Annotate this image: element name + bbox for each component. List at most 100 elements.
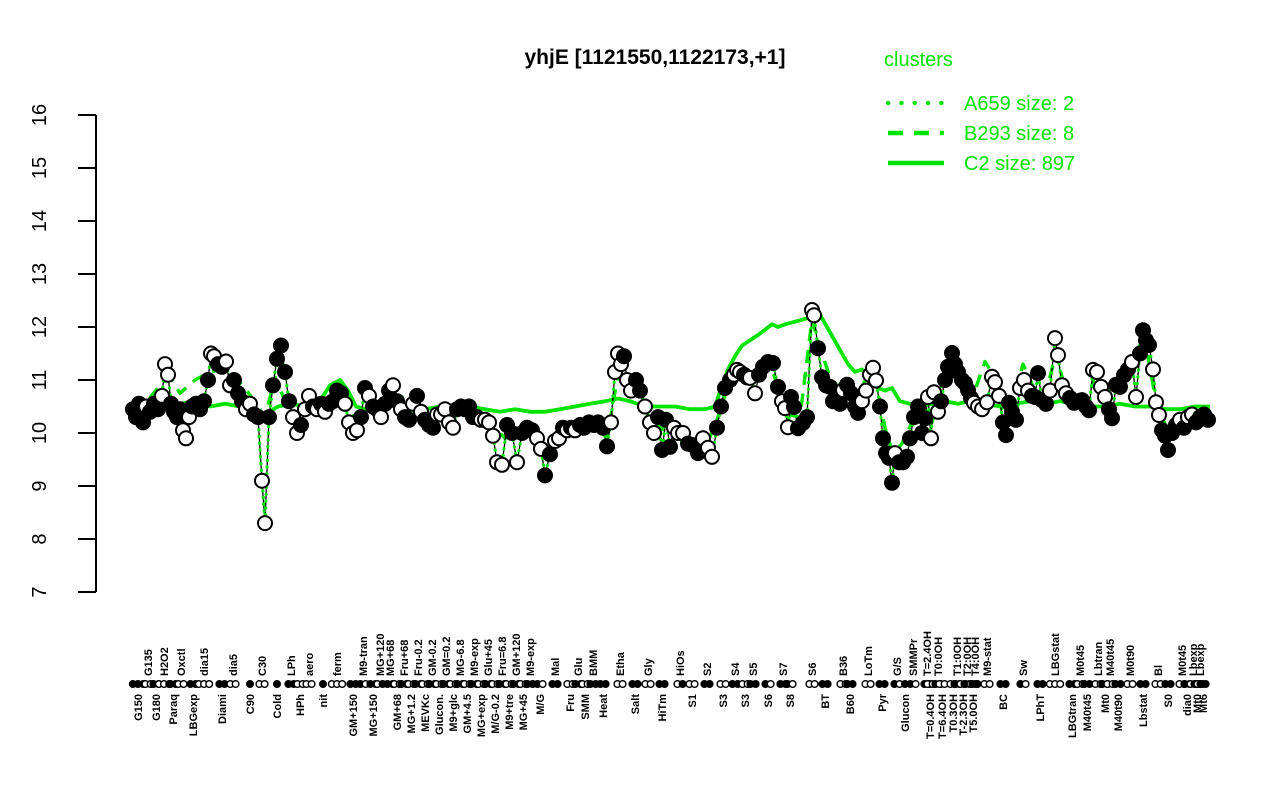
- condition-label: T-2.3OH: [958, 694, 970, 736]
- open-point-marker: [1145, 361, 1161, 378]
- condition-label: H2O2: [159, 647, 171, 676]
- x-axis-labels: G150 G135 G180 H2O2 Paraq Oxctl LBGexp dia15 Dia…: [133, 631, 1210, 739]
- replicate-dot: [690, 680, 699, 689]
- filled-point-marker: [770, 378, 786, 395]
- open-point-marker: [603, 414, 619, 431]
- replicate-dot: [721, 680, 730, 689]
- filled-point-marker: [1038, 395, 1054, 412]
- filled-point-marker: [832, 395, 848, 412]
- replicate-dot: [985, 680, 994, 689]
- open-point-marker: [160, 366, 176, 383]
- condition-label: LBGexp: [188, 694, 200, 736]
- condition-label: Gly: [643, 657, 655, 676]
- filled-point-marker: [196, 393, 212, 410]
- y-tick-label: 10: [29, 422, 51, 444]
- replicate-dot: [660, 680, 669, 689]
- y-tick-label: 9: [29, 480, 51, 491]
- condition-label: Pyr: [877, 693, 889, 711]
- condition-label: Salt: [630, 694, 642, 715]
- open-point-marker: [637, 398, 653, 415]
- condition-label: S4: [730, 662, 742, 676]
- replicate-dot: [911, 680, 920, 689]
- condition-label: Lbtran: [1093, 642, 1105, 677]
- condition-label: T=6.4OH: [937, 694, 949, 739]
- legend-entry-c2: C2 size: 897: [888, 153, 1075, 175]
- condition-label: GM+4.5: [462, 694, 474, 733]
- condition-label: SMM: [580, 694, 592, 720]
- open-point-marker: [445, 419, 461, 436]
- condition-label: Glu+45: [483, 639, 495, 676]
- filled-point-marker: [998, 427, 1014, 444]
- condition-label: Glu: [573, 658, 585, 676]
- condition-label: M9+glc: [448, 694, 460, 732]
- filled-point-marker: [1141, 337, 1157, 353]
- filled-point-marker: [765, 355, 781, 371]
- condition-label: GM+150: [348, 694, 360, 737]
- condition-label: M9-exp: [469, 638, 481, 676]
- filled-point-marker: [786, 399, 802, 415]
- condition-label: T5.0OH: [968, 694, 980, 733]
- y-axis: 7 8 9 10 11 12 13 14 15 16: [29, 104, 97, 598]
- replicate-dot: [866, 680, 875, 689]
- condition-label: Heat: [598, 694, 610, 718]
- open-point-marker: [218, 353, 234, 370]
- condition-label: nit: [318, 694, 330, 708]
- condition-label: S2: [702, 663, 714, 676]
- replicate-dot: [678, 680, 687, 689]
- condition-label: G180: [151, 694, 163, 721]
- replicate-dot-strip: [128, 680, 1210, 689]
- replicate-dot: [766, 680, 775, 689]
- filled-point-marker: [713, 398, 729, 415]
- filled-point-marker: [933, 393, 949, 410]
- condition-label: Mt0: [1100, 694, 1112, 713]
- condition-label: dia15: [199, 648, 211, 676]
- legend-entry-label: B293 size: 8: [964, 123, 1074, 145]
- replicate-dot: [1201, 680, 1210, 689]
- open-point-marker: [923, 430, 939, 447]
- filled-point-marker: [425, 419, 441, 436]
- replicate-dot: [973, 680, 982, 689]
- condition-label: T=2.4OH: [922, 631, 934, 676]
- open-point-marker: [987, 374, 1003, 391]
- condition-label: Glucon.: [434, 694, 446, 735]
- legend-entry-b293: B293 size: 8: [888, 123, 1074, 145]
- condition-label: S3: [740, 694, 752, 707]
- condition-label: LPhT: [1035, 694, 1047, 722]
- filled-point-marker: [200, 372, 216, 388]
- y-tick-label: 12: [29, 316, 51, 338]
- y-tick-label: 14: [29, 210, 51, 232]
- condition-label: T0.3OH: [948, 694, 960, 733]
- condition-label: GM=0.2: [441, 637, 453, 676]
- open-point-marker: [509, 454, 525, 471]
- condition-label: Etha: [615, 651, 627, 676]
- condition-label: dia5: [228, 654, 240, 676]
- replicate-dot: [307, 680, 316, 689]
- filled-point-marker: [632, 382, 648, 399]
- condition-label: S3: [718, 694, 730, 707]
- condition-label: M0t45: [1075, 645, 1087, 676]
- condition-label: M9-exp: [525, 638, 537, 676]
- open-point-marker: [646, 425, 662, 441]
- replicate-dot: [618, 680, 627, 689]
- condition-label: HPh: [295, 694, 307, 716]
- filled-point-marker: [899, 448, 915, 465]
- y-tick-label: 13: [29, 263, 51, 285]
- replicate-dot: [273, 680, 282, 689]
- open-point-marker: [254, 472, 270, 489]
- condition-label: M40t90: [1113, 694, 1125, 731]
- condition-label: T2:0OH: [962, 637, 974, 676]
- condition-label: MEVKc: [420, 694, 432, 732]
- condition-label: M9+tre: [504, 694, 516, 730]
- filled-point-marker: [537, 467, 553, 484]
- replicate-dot: [260, 680, 269, 689]
- y-tick-label: 11: [29, 370, 51, 391]
- condition-label: B36: [838, 656, 850, 676]
- condition-label: MG+150: [368, 694, 380, 737]
- condition-label: S6: [763, 694, 775, 707]
- condition-label: GM+120: [511, 634, 523, 677]
- filled-point-marker: [662, 438, 678, 455]
- condition-label: MG+68: [385, 640, 397, 676]
- condition-label: Fru: [565, 694, 577, 712]
- condition-label: T0:0OH: [933, 637, 945, 676]
